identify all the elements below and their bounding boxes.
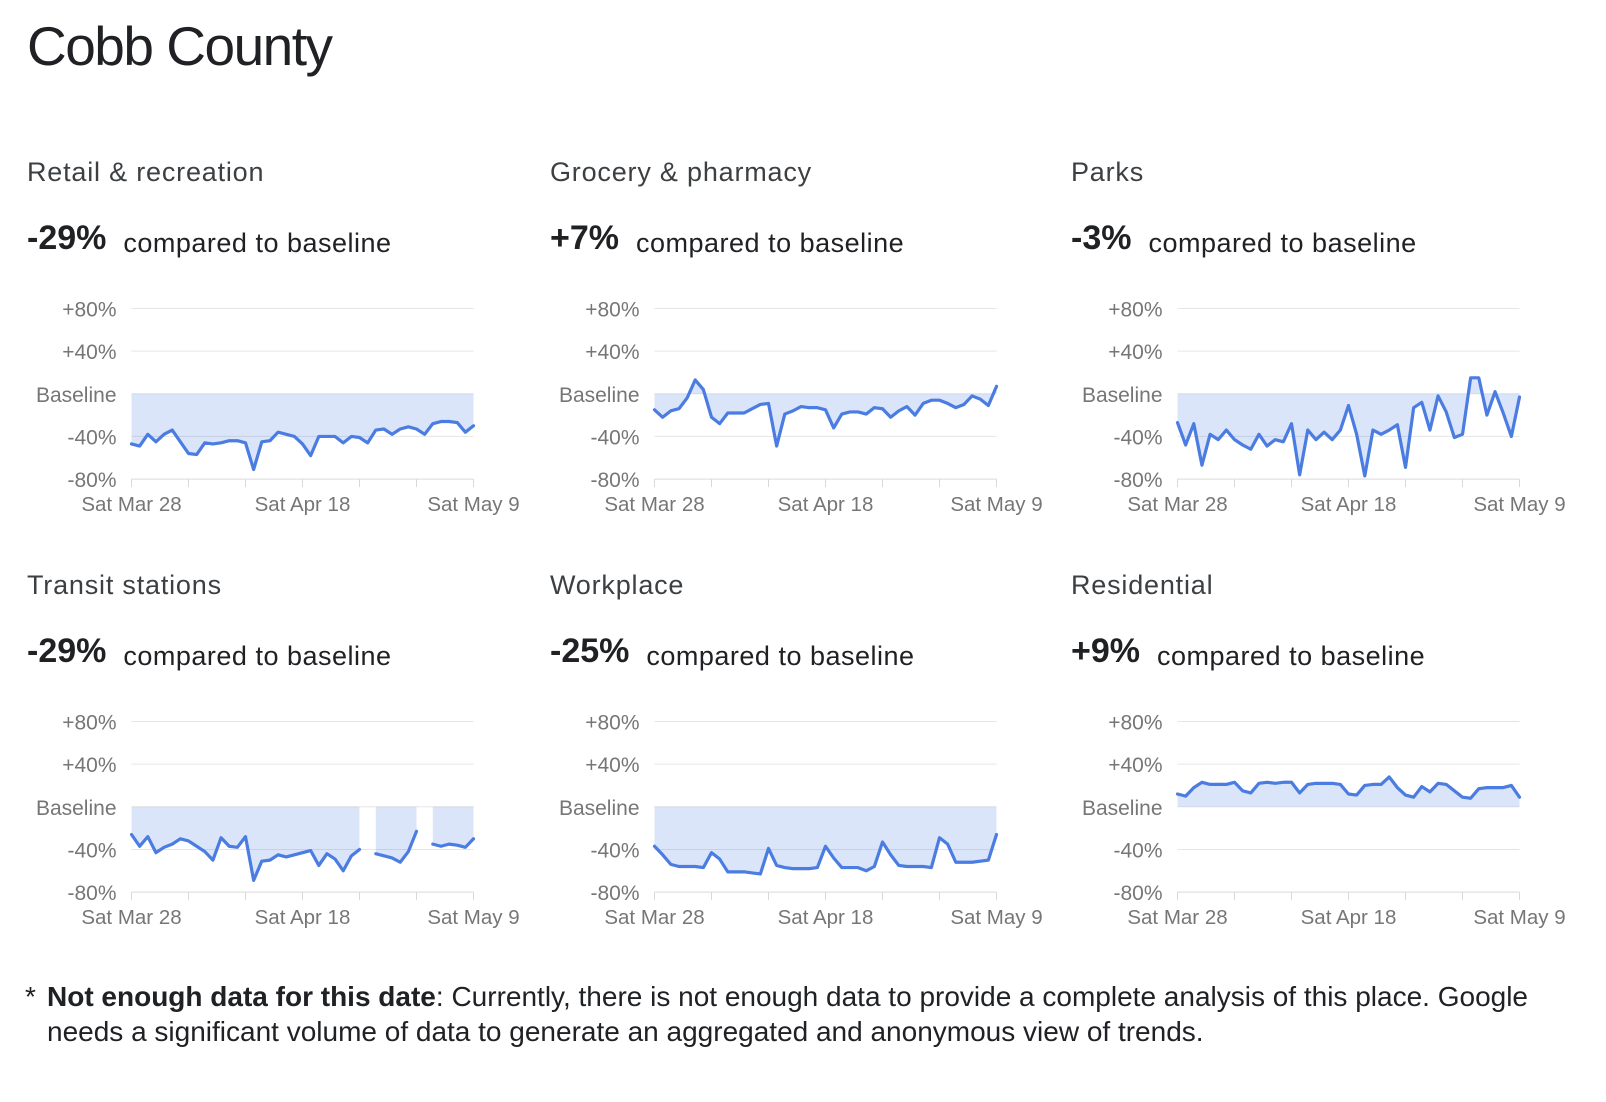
svg-text:+40%: +40% bbox=[585, 754, 639, 777]
svg-text:Sat May 9: Sat May 9 bbox=[1473, 906, 1565, 929]
svg-text:+40%: +40% bbox=[585, 341, 639, 364]
svg-text:-80%: -80% bbox=[1113, 882, 1162, 905]
svg-text:Baseline: Baseline bbox=[36, 384, 117, 407]
svg-text:Baseline: Baseline bbox=[559, 797, 640, 820]
svg-text:-80%: -80% bbox=[67, 882, 116, 905]
svg-text:Sat Mar 28: Sat Mar 28 bbox=[81, 906, 181, 929]
svg-text:+40%: +40% bbox=[1108, 341, 1162, 364]
svg-text:Sat May 9: Sat May 9 bbox=[427, 906, 519, 929]
svg-text:Sat Mar 28: Sat Mar 28 bbox=[1127, 906, 1227, 929]
svg-text:-80%: -80% bbox=[590, 882, 639, 905]
svg-text:+80%: +80% bbox=[1108, 712, 1162, 735]
svg-text:Baseline: Baseline bbox=[559, 384, 640, 407]
svg-text:Sat Mar 28: Sat Mar 28 bbox=[81, 493, 181, 516]
svg-text:Baseline: Baseline bbox=[36, 797, 117, 820]
svg-text:Sat May 9: Sat May 9 bbox=[1473, 493, 1565, 516]
svg-text:Sat May 9: Sat May 9 bbox=[950, 906, 1042, 929]
svg-text:-40%: -40% bbox=[1113, 426, 1162, 449]
svg-text:Sat Apr 18: Sat Apr 18 bbox=[255, 493, 351, 516]
svg-text:Sat May 9: Sat May 9 bbox=[950, 493, 1042, 516]
svg-text:Sat Mar 28: Sat Mar 28 bbox=[1127, 493, 1227, 516]
svg-text:Sat Apr 18: Sat Apr 18 bbox=[778, 493, 874, 516]
svg-text:Sat Mar 28: Sat Mar 28 bbox=[604, 906, 704, 929]
svg-text:Sat Mar 28: Sat Mar 28 bbox=[604, 493, 704, 516]
svg-text:Sat Apr 18: Sat Apr 18 bbox=[778, 906, 874, 929]
svg-text:Sat Apr 18: Sat Apr 18 bbox=[1301, 493, 1397, 516]
svg-text:Sat May 9: Sat May 9 bbox=[427, 493, 519, 516]
svg-text:+80%: +80% bbox=[585, 299, 639, 322]
svg-text:-80%: -80% bbox=[67, 469, 116, 492]
svg-text:+80%: +80% bbox=[585, 712, 639, 735]
svg-text:+80%: +80% bbox=[62, 299, 116, 322]
svg-text:Sat Apr 18: Sat Apr 18 bbox=[255, 906, 351, 929]
svg-text:Baseline: Baseline bbox=[1082, 384, 1163, 407]
svg-text:Baseline: Baseline bbox=[1082, 797, 1163, 820]
svg-text:-40%: -40% bbox=[67, 426, 116, 449]
svg-text:Sat Apr 18: Sat Apr 18 bbox=[1301, 906, 1397, 929]
svg-text:+80%: +80% bbox=[62, 712, 116, 735]
svg-text:-40%: -40% bbox=[590, 840, 639, 863]
svg-text:+40%: +40% bbox=[62, 754, 116, 777]
svg-text:-40%: -40% bbox=[67, 840, 116, 863]
svg-text:+80%: +80% bbox=[1108, 299, 1162, 322]
svg-text:-80%: -80% bbox=[590, 469, 639, 492]
svg-text:+40%: +40% bbox=[62, 341, 116, 364]
svg-text:-40%: -40% bbox=[590, 426, 639, 449]
svg-text:-40%: -40% bbox=[1113, 840, 1162, 863]
svg-text:+40%: +40% bbox=[1108, 754, 1162, 777]
svg-text:-80%: -80% bbox=[1113, 469, 1162, 492]
